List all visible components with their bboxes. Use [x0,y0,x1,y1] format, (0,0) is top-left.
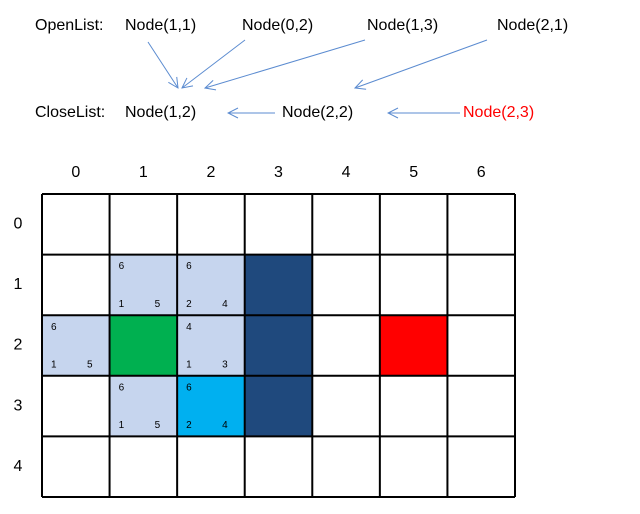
row-label: 1 [14,276,23,293]
cell-h: 4 [222,299,228,310]
cell-f: 6 [119,261,125,272]
cell-h: 5 [87,359,93,370]
cell-fill [109,375,178,437]
grid: 0 1 2 3 4 5 6 0 1 2 3 4 6 1 5 6 2 4 6 1 5 4 1 3 6 1 5 6 2 4 [14,164,516,498]
column-label: 5 [409,164,418,181]
close-node: Node(1,2) [125,104,196,121]
arrow [205,39,366,88]
row-label: 2 [14,337,23,354]
cell-f: 6 [186,261,192,272]
cell-g: 1 [119,420,125,431]
column-label: 0 [71,164,80,181]
cell-h: 3 [222,359,228,370]
cell-fill [177,315,245,376]
cell-fill [177,254,245,316]
cell-fill [244,375,313,437]
arrows [147,39,488,113]
close-node-target: Node(2,3) [463,104,534,121]
cell-fill [109,254,178,316]
cell-fill [177,375,245,437]
column-label: 1 [139,164,148,181]
arrow [147,41,178,88]
open-list-label: OpenList: [35,17,103,34]
cell-fill [42,315,110,376]
cell-g: 1 [51,359,57,370]
arrow [355,39,488,88]
cell-f: 4 [186,322,192,333]
cell-h: 5 [155,299,161,310]
cell-g: 1 [186,359,192,370]
arrow [182,39,246,88]
cell-f: 6 [119,382,125,393]
open-node: Node(2,1) [497,17,568,34]
open-node: Node(1,3) [367,17,438,34]
close-list-label: CloseList: [35,104,105,121]
open-node: Node(1,1) [125,17,196,34]
cell-g: 2 [186,420,192,431]
row-label: 4 [14,458,23,475]
cell-f: 6 [186,382,192,393]
cell-fill [379,315,448,376]
cell-fill [244,315,313,376]
cell-f: 6 [51,322,57,333]
open-node: Node(0,2) [242,17,313,34]
cell-g: 1 [119,299,125,310]
close-node: Node(2,2) [282,104,353,121]
cell-fill [244,254,313,316]
cell-h: 4 [222,420,228,431]
column-label: 4 [342,164,351,181]
row-label: 3 [14,397,23,414]
cell-g: 2 [186,299,192,310]
column-label: 3 [274,164,283,181]
cell-fill [109,315,178,376]
row-label: 0 [14,216,23,233]
cell-h: 5 [155,420,161,431]
column-label: 6 [477,164,486,181]
column-label: 2 [206,164,215,181]
